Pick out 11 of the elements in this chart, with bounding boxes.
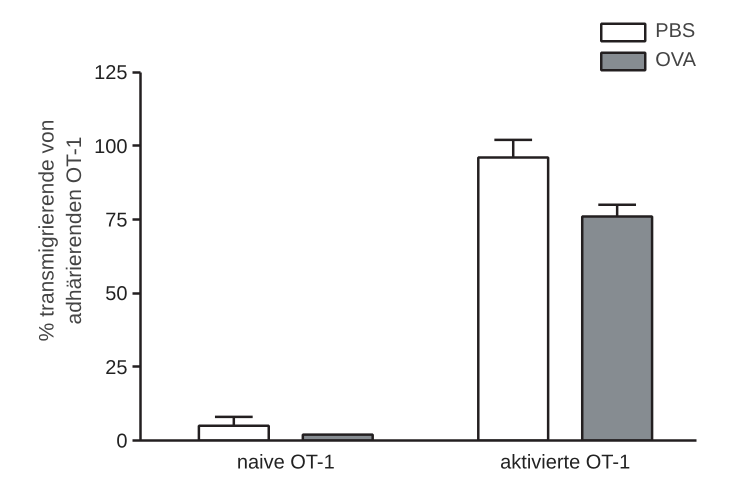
x-tick-label: naive OT-1 [236,452,335,474]
y-axis-title: % transmigrierende von adhärierenden OT-1 [36,120,86,342]
y-tick-label: 25 [105,356,128,379]
legend-label: OVA [655,49,696,72]
y-tick-label: 50 [105,283,128,306]
y-tick-label: 75 [105,209,128,232]
x-tick-label: aktivierte OT-1 [500,452,630,474]
y-tick-label: 100 [94,136,128,158]
y-tick-label: 0 [116,430,128,452]
y-tick-label: 125 [94,62,128,84]
legend-label: PBS [655,20,696,43]
